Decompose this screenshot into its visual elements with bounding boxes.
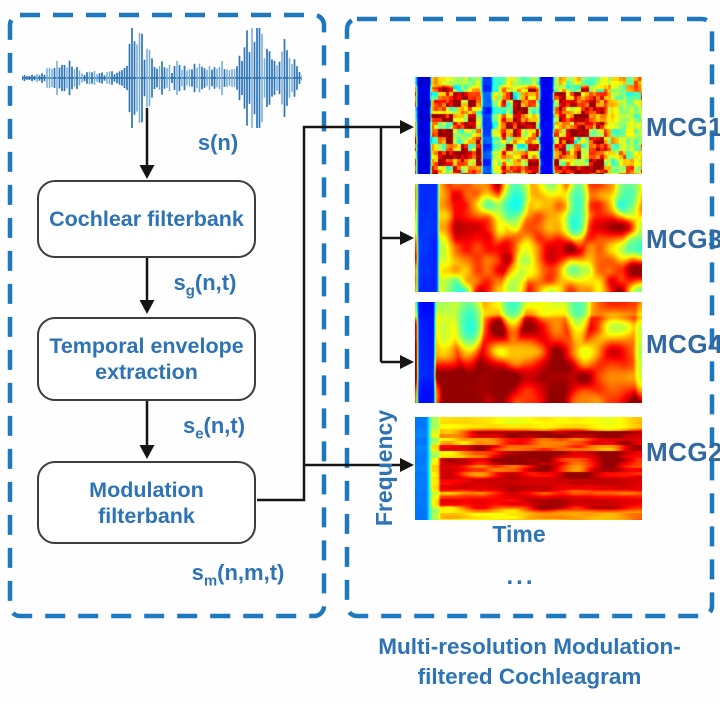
signal-rest: (n,m,t)	[217, 560, 285, 585]
left-panel-border	[7, 12, 327, 619]
signal-rest: (n,t)	[194, 270, 237, 295]
signal-rest: (n,t)	[203, 413, 246, 438]
signal-base: s	[182, 413, 196, 438]
signal-label-se-nt: se(n,t)	[164, 413, 264, 442]
signal-rest: (n)	[210, 130, 239, 155]
right-panel-border	[344, 16, 715, 619]
mcg4-label: MCG4	[646, 329, 720, 359]
signal-base: s	[197, 130, 211, 155]
mcg2-cochleagram-image	[415, 417, 642, 520]
waveform-main-strokes	[22, 28, 302, 128]
temporal-envelope-box: Temporal envelope extraction	[37, 317, 256, 401]
caption-line-2: filtered Cochleagram	[417, 664, 642, 689]
mcg2-label: MCG2	[646, 437, 720, 467]
arrowhead-mcg3	[400, 231, 414, 245]
connector-modulation-branch	[257, 125, 401, 502]
arrowhead-mcg2	[400, 458, 414, 472]
box-label-line: filterbank	[98, 503, 195, 528]
ellipsis-label: ...	[506, 563, 536, 590]
signal-sub: e	[195, 425, 204, 443]
figure-caption: Multi-resolution Modulation- filtered Co…	[345, 632, 714, 692]
speech-waveform-icon	[22, 28, 302, 128]
box-label-line: extraction	[95, 360, 198, 384]
arrowhead-mcg4	[400, 355, 414, 369]
signal-sub: m	[203, 572, 218, 590]
box-label-line: Cochlear filterbank	[49, 207, 244, 231]
signal-base: s	[191, 560, 204, 585]
arrowhead-mcg1	[400, 120, 414, 134]
mcg3-label: MCG3	[646, 224, 720, 254]
box-label-line: Temporal envelope	[49, 334, 244, 358]
waveform-light-strokes	[36, 28, 302, 128]
mcg1-cochleagram-image	[415, 77, 642, 174]
frequency-axis-label: Frequency	[371, 409, 397, 527]
signal-label-s-n: s(n)	[163, 130, 273, 159]
time-axis-label: Time	[492, 521, 546, 547]
signal-base: s	[173, 270, 186, 295]
mcg1-label: MCG1	[646, 112, 720, 142]
signal-sub: g	[185, 282, 195, 300]
caption-line-1: Multi-resolution Modulation-	[378, 634, 681, 659]
cochlear-filterbank-box: Cochlear filterbank	[37, 180, 256, 258]
arrowhead-envelope	[139, 300, 155, 314]
modulation-filterbank-box: Modulation filterbank	[37, 461, 256, 544]
signal-label-sm-nmt: sm(n,m,t)	[178, 560, 298, 589]
signal-label-sg-nt: sg(n,t)	[155, 270, 255, 299]
arrowhead-modulation	[139, 445, 155, 459]
mcg3-cochleagram-image	[415, 184, 642, 292]
mcg4-cochleagram-image	[415, 302, 642, 403]
box-label-line: Modulation	[89, 477, 204, 502]
arrowhead-cochlear	[139, 165, 155, 179]
